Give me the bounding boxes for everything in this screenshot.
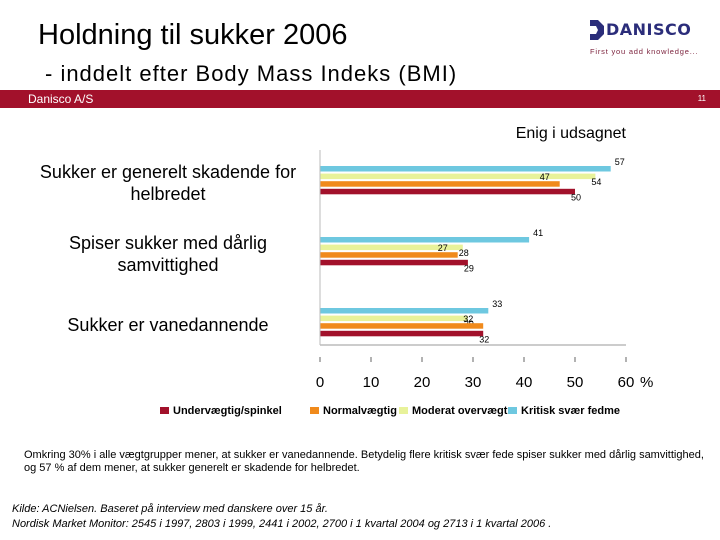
legend-swatch-moderat-overvaegt [399, 407, 408, 414]
x-tick-label: 20 [414, 374, 431, 391]
data-label: 33 [492, 299, 502, 309]
legend-label-normalvaegtig: Normalvægtig [323, 405, 397, 417]
data-label: 28 [459, 248, 469, 258]
data-label: 54 [591, 177, 601, 187]
x-tick-label: 60 [618, 374, 635, 391]
data-label: 32 [463, 314, 473, 324]
bar-chart: Enig i udsagnet Sukker er generelt skaden… [40, 125, 653, 417]
x-tick-label: 0 [316, 374, 324, 391]
slide-title: Holdning til sukker 2006 [38, 19, 348, 51]
category-label: Sukker er generelt skadende for [40, 162, 296, 182]
bar-kritisk-svaer-fedme [320, 237, 530, 243]
x-unit-label: % [640, 374, 653, 391]
data-label: 27 [438, 243, 448, 253]
category-label: Sukker er vanedannende [67, 315, 268, 335]
data-label: 47 [540, 172, 550, 182]
bar-kritisk-svaer-fedme [320, 308, 489, 314]
legend-label-moderat-overvaegt: Moderat overvægt [412, 405, 508, 417]
category-label: samvittighed [117, 255, 218, 275]
slide-subtitle: - inddelt efter Body Mass Indeks (BMI) [45, 61, 458, 86]
category-label: Spiser sukker med dårlig [69, 233, 267, 253]
data-label: 32 [479, 334, 489, 344]
bar-normalvaegtig [320, 181, 560, 187]
bar-normalvaegtig [320, 323, 484, 329]
legend-label-kritisk-svaer-fedme: Kritisk svær fedme [521, 405, 620, 417]
bar-undervaegtig-spinkel [320, 259, 468, 266]
category-label: helbredet [130, 184, 205, 204]
data-label: 50 [571, 192, 581, 202]
bar-kritisk-svaer-fedme [320, 166, 611, 172]
source-line-1: Kilde: ACNielsen. Baseret på interview m… [12, 503, 328, 515]
source-note: Kilde: ACNielsen. Baseret på interview m… [12, 502, 712, 532]
x-tick-label: 40 [516, 374, 533, 391]
header-bar: Danisco A/S 11 [0, 90, 720, 108]
legend-swatch-undervaegtig-spinkel [160, 407, 169, 414]
data-label: 29 [464, 263, 474, 273]
legend-swatch-normalvaegtig [310, 407, 319, 414]
bar-moderat-overvaegt [320, 244, 463, 251]
legend-swatch-kritisk-svaer-fedme [508, 407, 517, 414]
x-tick-label: 50 [567, 374, 584, 391]
chart-title: Enig i udsagnet [516, 125, 627, 142]
x-tick-label: 10 [363, 374, 380, 391]
data-label: 57 [615, 157, 625, 167]
logo-tagline: First you add knowledge... [590, 47, 699, 56]
chart-caption: Omkring 30% i alle vægtgrupper mener, at… [24, 449, 704, 474]
x-tick-label: 30 [465, 374, 482, 391]
company-name: Danisco A/S [28, 92, 94, 106]
bar-undervaegtig-spinkel [320, 188, 575, 195]
bar-normalvaegtig [320, 252, 458, 258]
data-label: 41 [533, 228, 543, 238]
source-line-2: Nordisk Market Monitor: 2545 i 1997, 280… [12, 518, 552, 530]
logo-mark-icon [590, 20, 604, 40]
legend-label-undervaegtig-spinkel: Undervægtig/spinkel [173, 405, 282, 417]
logo-text: DANISCO [606, 20, 692, 39]
bar-undervaegtig-spinkel [320, 330, 484, 337]
danisco-logo: DANISCO First you add knowledge... [590, 20, 712, 68]
page-number: 11 [697, 94, 706, 103]
bar-moderat-overvaegt [320, 315, 468, 322]
bar-moderat-overvaegt [320, 173, 596, 180]
